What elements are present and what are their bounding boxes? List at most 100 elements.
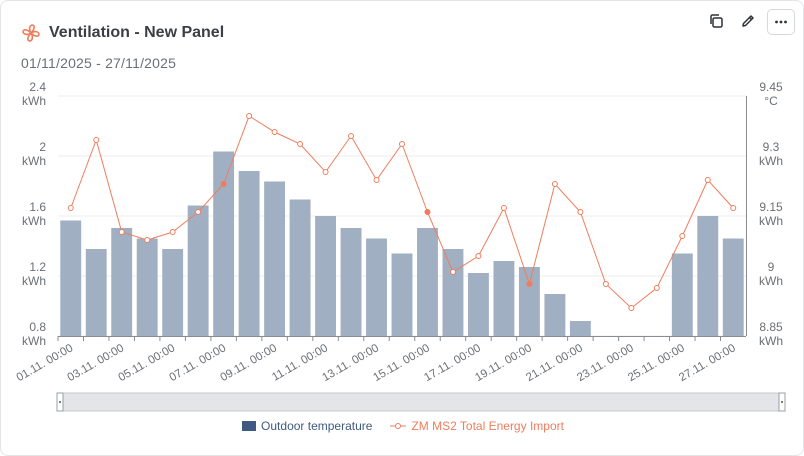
copy-button[interactable] (703, 9, 729, 33)
legend-bar-swatch (242, 421, 257, 431)
bar[interactable] (544, 294, 566, 336)
line-point[interactable] (602, 281, 609, 287)
line-point[interactable] (628, 305, 635, 311)
bar[interactable] (697, 216, 719, 336)
chart-legend: Outdoor temperature ZM MS2 Total Energy … (1, 419, 804, 433)
bar[interactable] (518, 267, 540, 336)
bar[interactable] (238, 171, 260, 336)
bar[interactable] (213, 151, 235, 337)
range-slider[interactable] (56, 392, 786, 412)
more-horizontal-icon (775, 20, 787, 24)
x-tick-label: 21.11. 00:00 (524, 342, 585, 384)
line-point[interactable] (526, 281, 533, 287)
bar[interactable] (366, 238, 387, 337)
line-point[interactable] (322, 169, 329, 175)
line-point[interactable] (730, 205, 737, 211)
bar[interactable] (671, 253, 693, 337)
bar[interactable] (417, 228, 438, 336)
right-tick-value: 9.15 (759, 200, 783, 214)
line-point[interactable] (653, 285, 660, 291)
right-tick-value: 9 (768, 260, 775, 274)
axes (57, 96, 747, 341)
edit-button[interactable] (735, 9, 761, 33)
left-tick-unit: kWh (22, 334, 46, 348)
bar[interactable] (136, 238, 158, 337)
bar[interactable] (264, 181, 286, 337)
x-tick-label: 09.11. 00:00 (218, 342, 279, 384)
x-tick-label: 01.11. 00:00 (15, 342, 76, 384)
right-tick: 9.45°C (759, 80, 783, 108)
bar[interactable] (442, 249, 464, 336)
x-tick-label: 03.11. 00:00 (66, 342, 127, 384)
line-point[interactable] (373, 177, 380, 183)
pencil-icon (742, 15, 754, 27)
left-tick-unit: kWh (22, 94, 46, 108)
bar[interactable] (60, 220, 82, 337)
line-point[interactable] (93, 137, 100, 143)
more-options-button[interactable] (767, 9, 795, 35)
bar[interactable] (289, 199, 311, 337)
line-point[interactable] (449, 269, 456, 275)
left-tick-value: 2.4 (29, 80, 46, 94)
line-point[interactable] (475, 253, 482, 259)
legend-line-swatch (390, 423, 407, 429)
bar[interactable] (187, 205, 209, 337)
x-tick-label: 19.11. 00:00 (473, 342, 534, 384)
line-point[interactable] (246, 113, 253, 119)
right-tick-value: 9.45 (759, 80, 783, 94)
date-range[interactable]: 01/11/2025 - 27/11/2025 (21, 55, 177, 71)
x-tick-label: 23.11. 00:00 (575, 342, 636, 384)
legend-label: Outdoor temperature (261, 419, 373, 433)
x-tick-label: 05.11. 00:00 (117, 342, 178, 384)
line-point[interactable] (271, 129, 278, 135)
bar[interactable] (722, 238, 744, 337)
bar[interactable] (467, 273, 489, 336)
bar[interactable] (569, 321, 591, 336)
line-point[interactable] (67, 205, 74, 211)
copy-icon (710, 14, 723, 28)
left-tick-unit: kWh (22, 274, 46, 288)
bar[interactable] (493, 261, 515, 336)
line-point[interactable] (577, 209, 584, 215)
line-point[interactable] (500, 205, 507, 211)
x-tick-label: 15.11. 00:00 (371, 342, 432, 384)
panel-header: Ventilation - New Panel (21, 21, 224, 45)
right-tick-unit: °C (764, 94, 778, 108)
left-tick-value: 0.8 (29, 320, 46, 334)
bar[interactable] (340, 228, 362, 336)
line-point[interactable] (220, 181, 227, 187)
bar[interactable] (391, 253, 413, 337)
range-slider-track[interactable] (57, 392, 785, 412)
bar[interactable] (85, 249, 107, 336)
legend-item-energy-import[interactable]: ZM MS2 Total Energy Import (390, 419, 564, 433)
line-point[interactable] (424, 209, 431, 215)
right-tick-value: 9.3 (763, 140, 780, 154)
right-tick-unit: kWh (759, 154, 783, 168)
bar[interactable] (162, 249, 184, 336)
line-point[interactable] (195, 209, 202, 215)
bar[interactable] (315, 216, 337, 336)
line-point[interactable] (169, 229, 176, 235)
line-point[interactable] (348, 133, 355, 139)
line-point[interactable] (399, 141, 405, 147)
line-point[interactable] (704, 177, 711, 183)
line-point[interactable] (679, 233, 686, 239)
line-point[interactable] (551, 181, 558, 187)
line-point[interactable] (144, 237, 151, 243)
bar[interactable] (111, 228, 133, 336)
bar-series (60, 151, 744, 337)
legend-item-outdoor-temperature[interactable]: Outdoor temperature (242, 419, 372, 433)
line-point[interactable] (118, 229, 125, 235)
line-point[interactable] (297, 141, 304, 147)
right-tick-unit: kWh (759, 274, 783, 288)
